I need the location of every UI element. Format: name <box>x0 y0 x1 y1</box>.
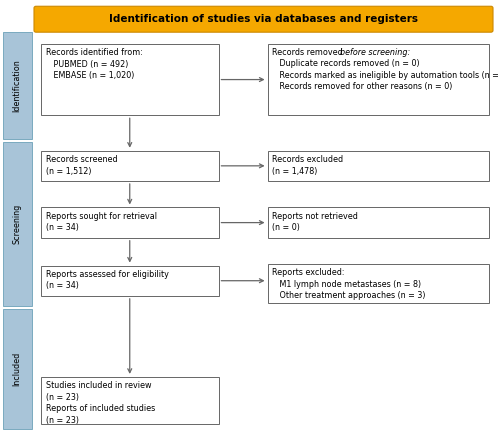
Text: Studies included in review
(n = 23)
Reports of included studies
(n = 23): Studies included in review (n = 23) Repo… <box>46 381 155 425</box>
Text: Records identified from:
   PUBMED (n = 492)
   EMBASE (n = 1,020): Records identified from: PUBMED (n = 492… <box>46 48 143 80</box>
Text: before screening:: before screening: <box>340 48 410 57</box>
Text: Reports not retrieved
(n = 0): Reports not retrieved (n = 0) <box>272 212 358 232</box>
FancyBboxPatch shape <box>41 207 218 238</box>
Text: Screening: Screening <box>12 204 22 245</box>
FancyBboxPatch shape <box>268 151 488 181</box>
Text: Records screened
(n = 1,512): Records screened (n = 1,512) <box>46 155 118 176</box>
Text: Records excluded
(n = 1,478): Records excluded (n = 1,478) <box>272 155 344 176</box>
FancyBboxPatch shape <box>34 6 493 32</box>
FancyBboxPatch shape <box>2 142 32 306</box>
FancyBboxPatch shape <box>268 264 488 303</box>
Text: Duplicate records removed (n = 0)
   Records marked as ineligible by automation : Duplicate records removed (n = 0) Record… <box>272 59 500 91</box>
Text: Identification: Identification <box>12 59 22 112</box>
FancyBboxPatch shape <box>41 44 218 115</box>
FancyBboxPatch shape <box>268 207 488 238</box>
Text: Reports sought for retrieval
(n = 34): Reports sought for retrieval (n = 34) <box>46 212 157 232</box>
Text: Reports excluded:
   M1 lymph node metastases (n = 8)
   Other treatment approac: Reports excluded: M1 lymph node metastas… <box>272 268 426 300</box>
FancyBboxPatch shape <box>2 32 32 139</box>
FancyBboxPatch shape <box>41 266 218 296</box>
FancyBboxPatch shape <box>41 151 218 181</box>
FancyBboxPatch shape <box>2 309 32 429</box>
FancyBboxPatch shape <box>41 377 218 424</box>
Text: Identification of studies via databases and registers: Identification of studies via databases … <box>109 14 418 24</box>
Text: Reports assessed for eligibility
(n = 34): Reports assessed for eligibility (n = 34… <box>46 270 169 291</box>
FancyBboxPatch shape <box>268 44 488 115</box>
Text: Records removed: Records removed <box>272 48 345 57</box>
Text: Included: Included <box>12 352 22 386</box>
